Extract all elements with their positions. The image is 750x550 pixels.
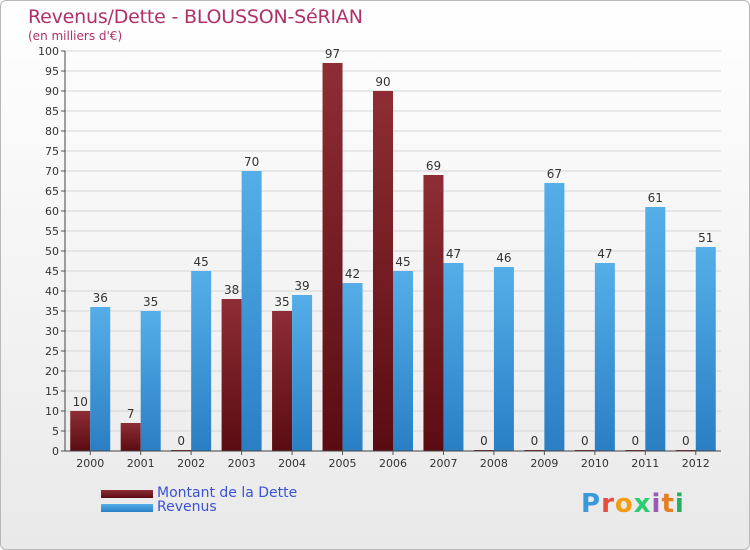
y-tick-label: 60 — [45, 205, 59, 218]
bar-revenus — [342, 283, 363, 451]
bar-revenus-value-label: 46 — [496, 251, 511, 265]
bar-revenus-value-label: 36 — [93, 291, 108, 305]
y-tick-label: 40 — [45, 285, 59, 298]
bar-revenus — [493, 267, 514, 451]
y-tick-label: 85 — [45, 105, 59, 118]
y-tick-label: 45 — [45, 265, 59, 278]
bar-dette — [322, 63, 343, 451]
bar-revenus-value-label: 67 — [547, 167, 562, 181]
y-tick-label: 20 — [45, 365, 59, 378]
legend-swatch-revenus — [101, 504, 153, 512]
bar-dette-value-label: 0 — [631, 434, 639, 448]
y-tick-label: 30 — [45, 325, 59, 338]
x-tick-label: 2002 — [177, 457, 205, 470]
bar-revenus — [191, 271, 212, 451]
bar-dette-value-label: 7 — [127, 407, 135, 421]
bar-revenus-value-label: 51 — [698, 231, 713, 245]
x-tick-label: 2004 — [278, 457, 306, 470]
proxiti-logo: Proxiti — [581, 489, 685, 519]
bar-dette — [221, 299, 242, 451]
bar-dette-value-label: 38 — [224, 283, 239, 297]
y-tick-label: 95 — [45, 65, 59, 78]
x-tick-label: 2008 — [480, 457, 508, 470]
bar-revenus-value-label: 35 — [143, 295, 158, 309]
logo-letter: r — [601, 489, 615, 519]
bar-revenus — [140, 311, 161, 451]
bar-revenus — [544, 183, 565, 451]
y-tick-label: 25 — [45, 345, 59, 358]
bar-dette — [120, 423, 141, 451]
bar-revenus — [695, 247, 716, 451]
bar-dette-value-label: 10 — [73, 395, 88, 409]
y-tick-label: 100 — [38, 45, 59, 58]
bar-revenus — [443, 263, 464, 451]
bar-revenus-value-label: 45 — [194, 255, 209, 269]
bar-dette — [272, 311, 293, 451]
y-tick-label: 55 — [45, 225, 59, 238]
legend-swatch-dette — [101, 490, 153, 498]
y-tick-label: 65 — [45, 185, 59, 198]
bar-dette-value-label: 35 — [274, 295, 289, 309]
y-tick-label: 90 — [45, 85, 59, 98]
bar-dette-value-label: 0 — [682, 434, 690, 448]
logo-letter: o — [614, 489, 634, 519]
bar-dette-value-label: 69 — [426, 159, 441, 173]
chart-title: Revenus/Dette - BLOUSSON-SéRIAN — [28, 6, 363, 28]
logo-letter: t — [661, 489, 675, 519]
logo-letter: i — [674, 489, 685, 519]
bar-revenus-value-label: 42 — [345, 267, 360, 281]
logo-letter: x — [633, 489, 652, 519]
bar-revenus-value-label: 70 — [244, 155, 259, 169]
x-tick-label: 2010 — [581, 457, 609, 470]
x-tick-label: 2005 — [329, 457, 357, 470]
logo-letter: P — [581, 489, 602, 519]
bar-dette-value-label: 0 — [480, 434, 488, 448]
x-tick-label: 2009 — [530, 457, 558, 470]
bar-revenus — [393, 271, 413, 451]
bar-revenus-value-label: 47 — [597, 247, 612, 261]
legend-label-dette: Montant de la Dette — [157, 485, 298, 501]
bar-revenus — [90, 307, 111, 451]
y-tick-label: 80 — [45, 125, 59, 138]
y-tick-label: 15 — [45, 385, 59, 398]
x-tick-label: 2001 — [127, 457, 155, 470]
bar-revenus — [594, 263, 615, 451]
x-tick-label: 2012 — [682, 457, 710, 470]
bar-dette-value-label: 90 — [375, 75, 390, 89]
bar-dette-value-label: 97 — [325, 47, 340, 61]
bar-dette — [70, 411, 91, 451]
y-tick-label: 0 — [52, 445, 59, 458]
bar-dette-value-label: 0 — [177, 434, 185, 448]
x-tick-label: 2003 — [228, 457, 256, 470]
labels-layer: 10 36 7 35 0 45 38 70 35 39 97 42 90 45 69 47 0 46 0 67 0 47 0… — [73, 47, 714, 448]
bar-revenus-value-label: 45 — [395, 255, 410, 269]
bar-revenus — [292, 295, 313, 451]
logo-letter: i — [651, 489, 662, 519]
bar-dette-value-label: 0 — [581, 434, 589, 448]
y-tick-label: 75 — [45, 145, 59, 158]
y-tick-label: 5 — [52, 425, 59, 438]
x-tick-label: 2006 — [379, 457, 407, 470]
y-tick-label: 50 — [45, 245, 59, 258]
x-tick-label: 2011 — [631, 457, 659, 470]
y-tick-label: 10 — [45, 405, 59, 418]
x-tick-label: 2007 — [429, 457, 457, 470]
axis-layer: 0510152025303540455055606570758085909510… — [38, 45, 721, 470]
bar-revenus — [241, 171, 262, 451]
bar-dette — [373, 91, 393, 451]
y-tick-label: 35 — [45, 305, 59, 318]
bar-revenus-value-label: 39 — [294, 279, 309, 293]
x-tick-label: 2000 — [76, 457, 104, 470]
legend-label-revenus: Revenus — [157, 499, 217, 515]
y-tick-label: 70 — [45, 165, 59, 178]
chart-subtitle: (en milliers d'€) — [28, 29, 123, 43]
bar-revenus — [645, 207, 666, 451]
bar-revenus-value-label: 61 — [648, 191, 663, 205]
bar-dette — [423, 175, 444, 451]
bars-layer — [70, 63, 716, 451]
bar-revenus-value-label: 47 — [446, 247, 461, 261]
bar-dette-value-label: 0 — [531, 434, 539, 448]
